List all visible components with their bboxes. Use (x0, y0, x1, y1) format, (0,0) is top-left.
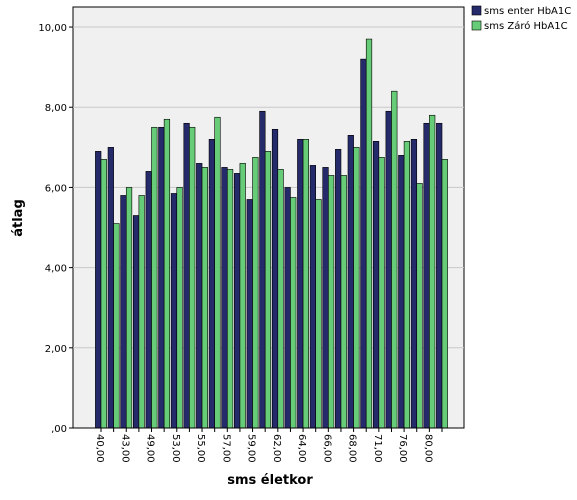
bar-enter (246, 199, 253, 429)
legend-swatch-zaro (471, 20, 482, 31)
x-tick-label: 57,00 (220, 434, 231, 463)
bars (95, 38, 448, 429)
bar-zaro (163, 118, 171, 429)
bar-zaro (100, 159, 107, 429)
bar-enter (322, 167, 329, 429)
bar-enter (385, 110, 392, 429)
bar-zaro (328, 175, 335, 429)
bar-zaro (189, 126, 196, 429)
bar-enter (271, 128, 279, 429)
bar-enter (410, 139, 418, 429)
bar-zaro (340, 175, 347, 429)
bar-zaro (416, 183, 423, 429)
bar-enter (221, 167, 228, 429)
bar-enter (183, 122, 190, 429)
bar-enter (145, 171, 152, 429)
bar-zaro (290, 197, 297, 429)
bar-zaro (113, 223, 120, 429)
x-tick-label: 59,00 (246, 434, 257, 463)
bar-enter (208, 139, 215, 429)
bar-enter (132, 215, 140, 429)
x-tick-label: 55,00 (195, 434, 206, 463)
bar-enter (107, 147, 114, 429)
bar-enter (234, 173, 241, 429)
bar-zaro (138, 195, 145, 429)
y-tick-label: 8,00 (45, 103, 67, 114)
bar-zaro (365, 38, 373, 429)
bar-zaro (353, 147, 360, 429)
x-tick-label: 62,00 (271, 434, 282, 463)
bar-zaro (277, 169, 284, 429)
legend: sms enter HbA1C sms Záró HbA1C (469, 3, 575, 37)
bar-zaro (441, 159, 448, 429)
bar-enter (309, 165, 317, 429)
y-tick-label: 6,00 (45, 183, 67, 194)
bar-zaro (252, 157, 259, 429)
x-tick-label: 64,00 (296, 434, 307, 463)
bar-enter (158, 126, 165, 429)
bar-zaro (239, 163, 246, 429)
bar-zaro (302, 139, 309, 429)
bar-enter (347, 135, 354, 429)
bar-zaro (378, 157, 385, 429)
x-tick-label: 76,00 (397, 434, 408, 463)
y-axis-ticks: ,00 2,00 4,00 6,00 8,00 10,00 (38, 23, 73, 435)
bar-enter (360, 58, 367, 429)
y-tick-label: ,00 (51, 424, 67, 435)
bar-enter (297, 139, 304, 429)
bar-zaro (125, 187, 133, 429)
x-axis-title: sms életkor (227, 473, 313, 488)
bar-zaro (214, 116, 221, 429)
y-tick-label: 10,00 (38, 23, 67, 34)
x-tick-label: 80,00 (422, 434, 433, 463)
bar-enter (436, 122, 443, 429)
y-tick-label: 2,00 (45, 344, 67, 355)
bar-enter (196, 163, 203, 429)
bar-enter (284, 187, 291, 429)
legend-swatch-enter (471, 5, 482, 16)
legend-label-enter: sms enter HbA1C (484, 6, 571, 17)
bar-enter (120, 195, 127, 429)
bar-zaro (391, 90, 398, 429)
bar-zaro (315, 199, 322, 429)
bar-enter (95, 151, 102, 429)
bar-enter (170, 193, 178, 429)
bar-enter (259, 110, 266, 429)
bar-enter (398, 155, 405, 429)
x-tick-label: 40,00 (94, 434, 105, 463)
bar-zaro (226, 169, 234, 429)
bar-enter (335, 149, 342, 429)
x-tick-label: 49,00 (145, 434, 156, 463)
bar-zaro (201, 167, 208, 429)
x-tick-label: 68,00 (347, 434, 358, 463)
bar-zaro (176, 187, 183, 429)
y-tick-label: 4,00 (45, 264, 67, 275)
bar-enter (372, 141, 380, 429)
x-tick-label: 66,00 (321, 434, 332, 463)
bar-zaro (151, 126, 158, 429)
x-axis-ticks: 40,00 43,00 49,00 53,00 55,00 57,00 59,00 62,00… (73, 427, 464, 463)
x-tick-label: 43,00 (119, 434, 130, 463)
legend-label-zaro: sms Záró HbA1C (484, 20, 568, 32)
bar-zaro (403, 141, 411, 429)
bar-zaro (429, 114, 436, 429)
x-tick-label: 71,00 (372, 434, 383, 463)
bar-enter (423, 122, 430, 429)
x-tick-label: 53,00 (170, 434, 181, 463)
y-axis-title: átlag (11, 199, 26, 237)
bar-zaro (264, 151, 272, 429)
legend-box (469, 3, 575, 37)
